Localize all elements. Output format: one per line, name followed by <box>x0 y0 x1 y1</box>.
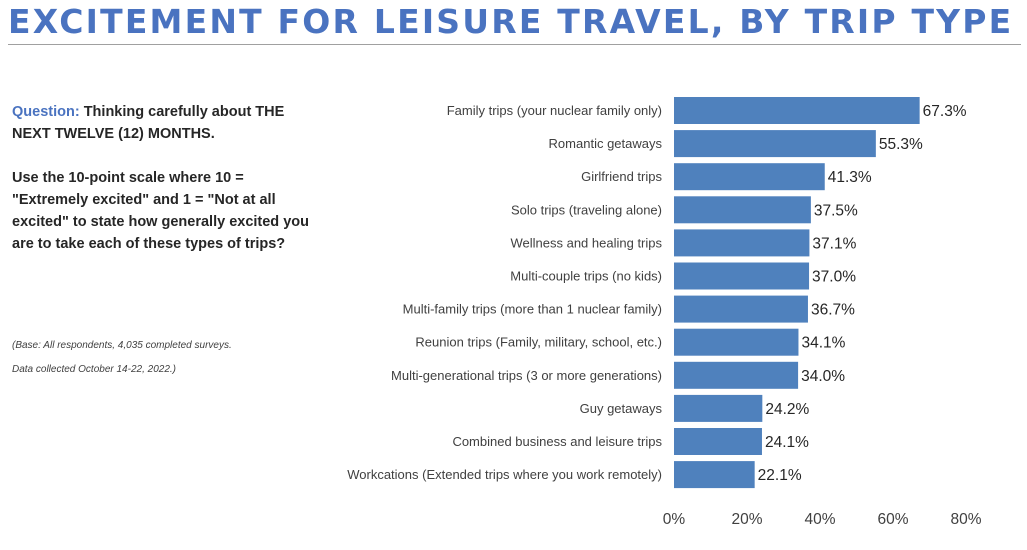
category-label: Girlfriend trips <box>581 169 662 184</box>
question-text: Thinking carefully about THE NEXT TWELVE… <box>12 104 285 142</box>
category-label: Multi-family trips (more than 1 nuclear … <box>403 302 662 317</box>
bar <box>674 328 799 356</box>
bar <box>674 262 810 290</box>
value-label: 36.7% <box>811 302 855 319</box>
value-label: 34.1% <box>801 335 845 352</box>
value-label: 37.1% <box>812 235 856 252</box>
category-label: Wellness and healing trips <box>510 235 662 250</box>
value-label: 41.3% <box>828 169 872 186</box>
category-label: Guy getaways <box>580 401 663 416</box>
value-label: 22.1% <box>758 467 802 484</box>
page-title: EXCITEMENT FOR LEISURE TRAVEL, BY TRIP T… <box>8 2 1014 41</box>
x-tick-label: 60% <box>877 511 908 528</box>
value-label: 37.5% <box>814 202 858 219</box>
question-lead: Question: <box>12 104 80 120</box>
bar <box>674 361 799 389</box>
value-label: 34.0% <box>801 368 845 385</box>
value-label: 24.2% <box>765 401 809 418</box>
instruction-text: Use the 10-point scale where 10 = "Extre… <box>12 170 309 252</box>
category-label: Multi-couple trips (no kids) <box>510 269 662 284</box>
bar <box>674 461 755 489</box>
bar <box>674 130 876 158</box>
bar <box>674 295 808 323</box>
base-note: (Base: All respondents, 4,035 completed … <box>12 340 232 351</box>
x-tick-label: 40% <box>804 511 835 528</box>
category-label: Combined business and leisure trips <box>452 434 662 449</box>
category-label: Family trips (your nuclear family only) <box>447 103 662 118</box>
category-label: Workcations (Extended trips where you wo… <box>347 467 662 482</box>
question-paragraph: Question: Thinking carefully about THE N… <box>12 101 312 145</box>
x-tick-label: 80% <box>950 511 981 528</box>
bar <box>674 97 920 124</box>
question-block: Question: Thinking carefully about THE N… <box>12 101 312 277</box>
x-tick-label: 0% <box>663 511 686 528</box>
category-label: Reunion trips (Family, military, school,… <box>415 335 662 350</box>
value-label: 24.1% <box>765 434 809 451</box>
x-tick-label: 20% <box>731 511 762 528</box>
bar <box>674 196 811 224</box>
bar <box>674 229 810 257</box>
category-label: Romantic getaways <box>549 136 663 151</box>
category-label: Multi-generational trips (3 or more gene… <box>391 368 662 383</box>
bar <box>674 428 762 455</box>
bar <box>674 163 825 191</box>
bar <box>674 394 763 422</box>
category-label: Solo trips (traveling alone) <box>511 202 662 217</box>
value-label: 67.3% <box>923 103 967 120</box>
date-note: Data collected October 14-22, 2022.) <box>12 364 176 375</box>
value-label: 55.3% <box>879 136 923 153</box>
base-note-block: (Base: All respondents, 4,035 completed … <box>12 334 312 382</box>
value-label: 37.0% <box>812 269 856 286</box>
title-divider <box>8 44 1021 45</box>
